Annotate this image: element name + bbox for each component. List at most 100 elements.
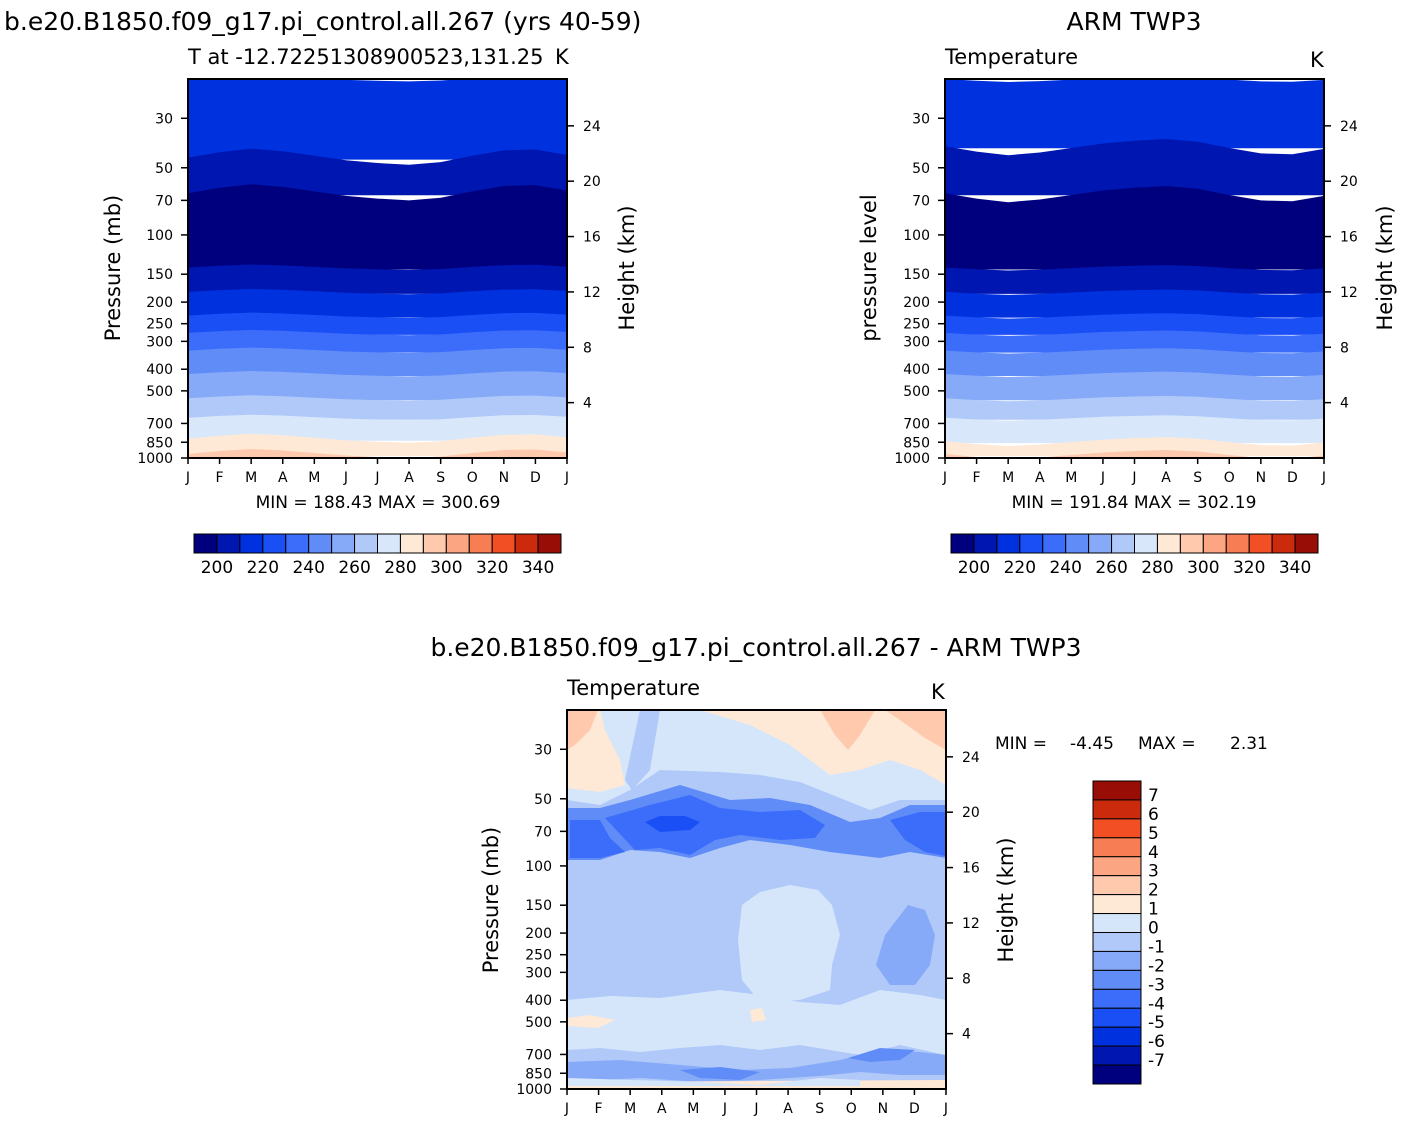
- colorbar-box: [1134, 533, 1158, 554]
- left-tick-label: 250: [525, 948, 552, 964]
- diff-region-mid-right-dark: [890, 812, 946, 856]
- left-tick-label: 50: [534, 792, 552, 808]
- contour-band: [945, 265, 1324, 294]
- panel-model-subtitle: T at -12.72251308900523,131.25: [187, 45, 543, 69]
- x-tick-label: D: [1287, 470, 1298, 486]
- left-tick-label: 70: [912, 193, 930, 209]
- colorbar-box: [308, 533, 333, 554]
- colorbar-box: [193, 533, 218, 554]
- left-tick-label: 500: [903, 384, 930, 400]
- colorbar-box: [331, 533, 356, 554]
- colorbar-label: 4: [1148, 843, 1159, 863]
- colorbar-box: [239, 533, 264, 554]
- left-tick-label: 100: [903, 228, 930, 244]
- colorbar-box: [468, 533, 493, 554]
- colorbar-box: [445, 533, 470, 554]
- colorbar-box: [262, 533, 287, 554]
- left-tick-label: 400: [525, 993, 552, 1009]
- colorbar-box: [1156, 533, 1181, 554]
- left-tick-label: 500: [146, 384, 173, 400]
- left-tick-label: 200: [146, 295, 173, 311]
- x-tick-label: A: [278, 470, 288, 486]
- colorbar-box: [1092, 913, 1142, 933]
- contour-band: [945, 450, 1324, 458]
- diff-region-surface-dark: [680, 1067, 760, 1080]
- panel-obs-ylabel: pressure level: [857, 194, 881, 341]
- x-tick-label: F: [216, 470, 224, 486]
- x-tick-label: A: [1161, 470, 1171, 486]
- colorbar-box: [1111, 533, 1135, 554]
- colorbar-label: -7: [1148, 1051, 1165, 1071]
- contour-band: [188, 288, 567, 318]
- panel-model-ylabel: Pressure (mb): [101, 195, 125, 342]
- colorbar-box: [1042, 533, 1067, 554]
- x-tick-label: S: [436, 470, 445, 486]
- panel-diff-ylabel: Pressure (mb): [479, 827, 503, 974]
- panel-obs-units: K: [1310, 48, 1325, 72]
- colorbar-label: -6: [1148, 1032, 1165, 1052]
- diff-region-upper-warm-right-core2: [885, 710, 946, 750]
- panel-model: b.e20.B1850.f09_g17.pi_control.all.267 (…: [4, 7, 641, 578]
- colorbar-box: [1092, 1064, 1142, 1085]
- right-tick-label: 4: [962, 1027, 971, 1043]
- colorbar-label: 7: [1148, 786, 1159, 806]
- panel-diff-title: b.e20.B1850.f09_g17.pi_control.all.267 -…: [430, 633, 1081, 662]
- right-tick-label: 12: [962, 916, 980, 932]
- diff-region-upper-light-stripe: [625, 710, 660, 790]
- diff-region-upper-warm-left-core: [567, 710, 598, 750]
- contour-band: [188, 312, 567, 335]
- x-tick-label: J: [564, 1101, 569, 1117]
- contour-band: [945, 395, 1324, 420]
- colorbar-box: [1092, 856, 1142, 877]
- contour-band: [945, 371, 1324, 401]
- colorbar-box: [950, 533, 975, 554]
- contour-band: [188, 184, 567, 270]
- x-tick-label: A: [404, 470, 414, 486]
- right-tick-label: 8: [583, 340, 592, 356]
- panel-obs-right-ticks: 24 20 16 12 8 4: [1324, 119, 1358, 412]
- contour-band: [945, 186, 1324, 270]
- colorbar-label: 220: [1004, 558, 1036, 578]
- diff-region-mid-darkblue: [570, 820, 625, 858]
- colorbar-box: [1092, 799, 1142, 820]
- colorbar-box: [491, 533, 516, 554]
- colorbar-box: [1092, 818, 1142, 839]
- panel-obs-stats: MIN = 191.84 MAX = 302.19: [1012, 493, 1257, 513]
- colorbar-label: -5: [1148, 1013, 1165, 1033]
- panel-model-stats: MIN = 188.43 MAX = 300.69: [256, 493, 501, 513]
- x-tick-label: M: [624, 1101, 636, 1117]
- diff-region-upper-warm-right: [700, 710, 946, 785]
- left-tick-label: 100: [525, 859, 552, 875]
- colorbar-box: [1092, 1007, 1142, 1028]
- colorbar-label: 0: [1148, 919, 1159, 939]
- x-tick-label: J: [722, 1101, 727, 1117]
- panel-obs-ylabel-right: Height (km): [1373, 205, 1397, 330]
- diff-region-mid-core: [645, 816, 700, 832]
- left-tick-label: 300: [903, 334, 930, 350]
- right-tick-label: 16: [583, 230, 601, 246]
- contour-band: [188, 79, 567, 160]
- colorbar-box: [1088, 533, 1113, 554]
- left-tick-label: 70: [534, 824, 552, 840]
- colorbar-label: 260: [1095, 558, 1127, 578]
- diff-region-lower-warm2: [750, 1008, 766, 1022]
- panel-model-colorbar: 200 220 240 260 280 300 320 340: [193, 533, 562, 578]
- panel-obs-colorbar: 200 220 240 260 280 300 320 340: [950, 533, 1319, 578]
- panel-model-right-ticks: 24 20 16 12 8 4: [567, 119, 601, 412]
- colorbar-label: -1: [1148, 937, 1165, 957]
- colorbar-label: 6: [1148, 805, 1159, 825]
- colorbar-box: [422, 533, 447, 554]
- left-tick-label: 700: [525, 1047, 552, 1063]
- x-tick-label: J: [185, 470, 190, 486]
- x-tick-label: S: [1193, 470, 1202, 486]
- panel-obs-title: ARM TWP3: [1067, 7, 1202, 36]
- x-tick-label: M: [1065, 470, 1077, 486]
- right-tick-label: 12: [1340, 285, 1358, 301]
- colorbar-box: [377, 533, 401, 554]
